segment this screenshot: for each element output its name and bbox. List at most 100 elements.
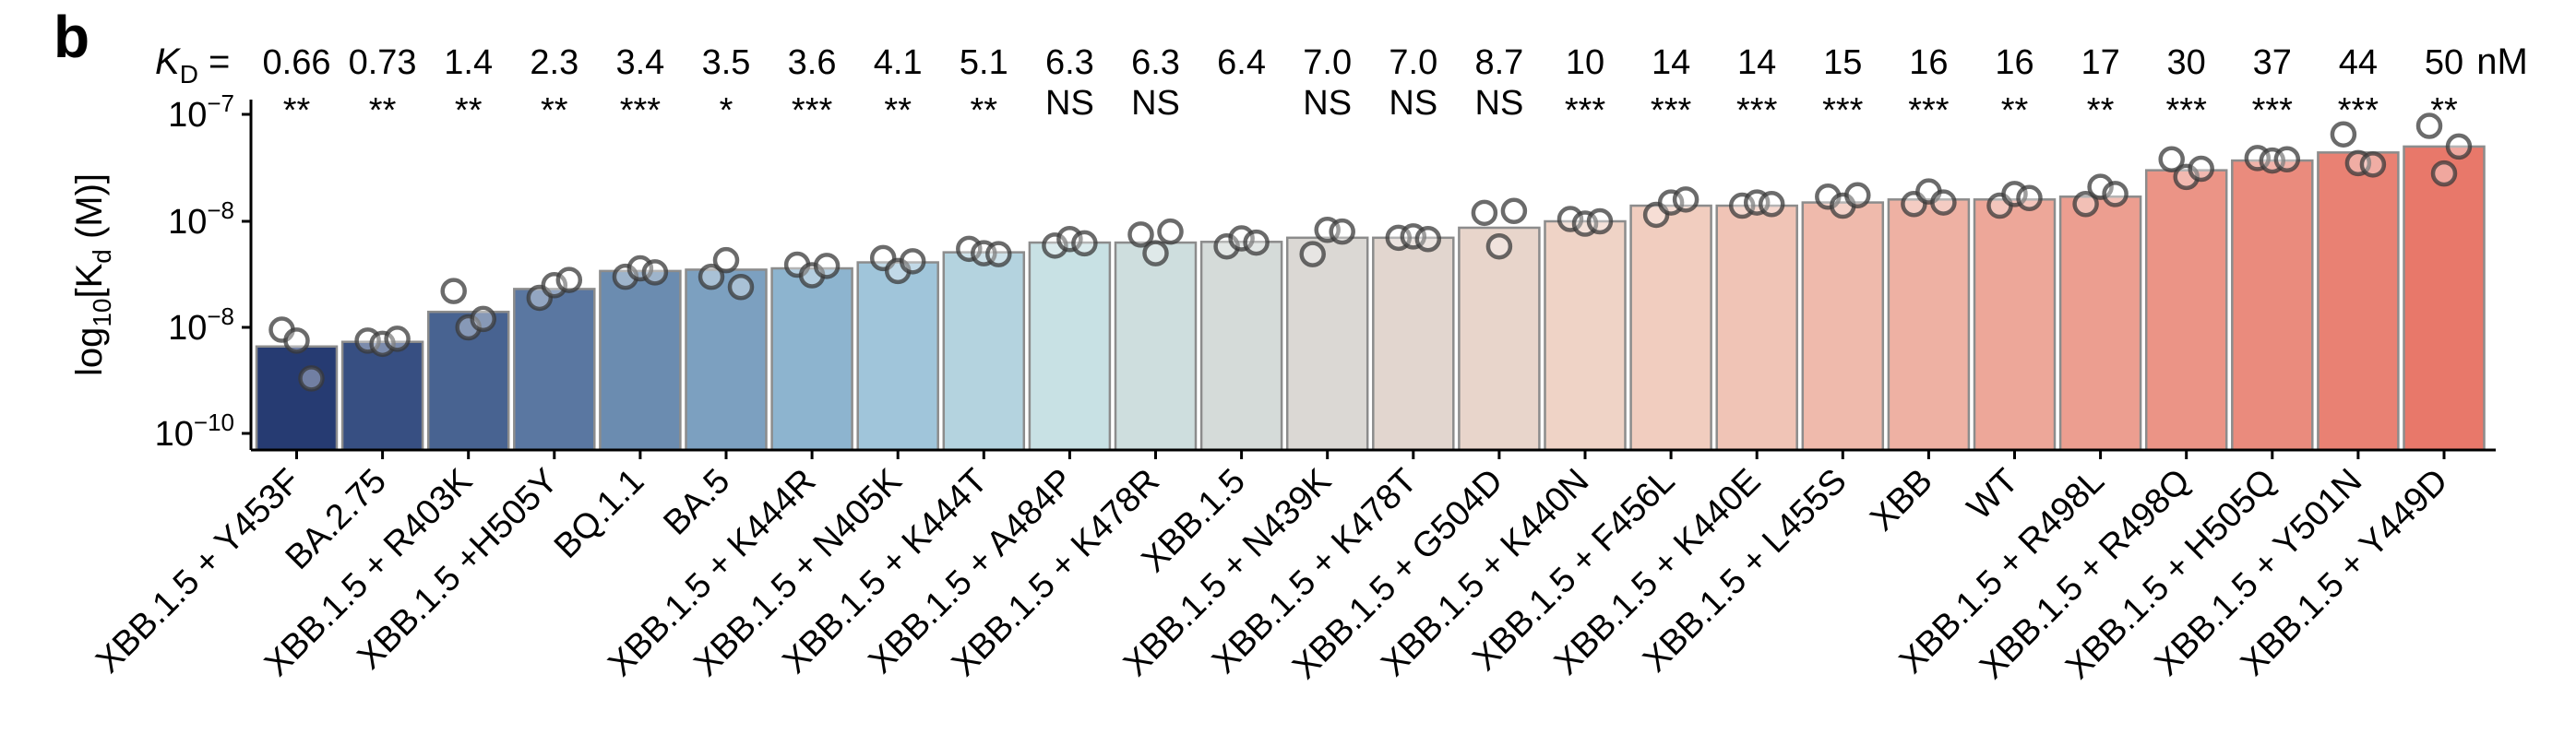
replicate-point: [641, 259, 669, 286]
significance-label: ***: [2166, 91, 2208, 130]
replicate-point: [698, 263, 725, 290]
significance-label: ***: [620, 91, 662, 130]
bar: [340, 340, 424, 452]
significance-label: NS: [1131, 84, 1180, 123]
significance-label: **: [971, 91, 998, 130]
kd-value: 3.5: [702, 43, 751, 82]
panel-label: b: [54, 4, 89, 70]
replicate-point: [1414, 226, 1442, 253]
kd-header-label: KD =: [155, 41, 230, 89]
kd-value: 15: [1823, 43, 1862, 82]
kd-value: 0.66: [263, 43, 331, 82]
replicate-point: [555, 266, 583, 293]
replicate-point: [1500, 197, 1528, 225]
bar: [1028, 241, 1112, 452]
bar: [2231, 159, 2314, 452]
kd-value: 3.6: [788, 43, 837, 82]
bar: [1458, 226, 1541, 452]
kd-value: 30: [2167, 43, 2206, 82]
bar: [770, 266, 853, 452]
kd-header-equals: =: [198, 41, 230, 82]
replicate-point: [2158, 146, 2185, 172]
replicate-point: [2445, 133, 2473, 160]
kd-value: 8.7: [1474, 43, 1523, 82]
bar: [1199, 241, 1283, 452]
significance-label: ***: [1736, 91, 1778, 130]
bar: [1285, 236, 1369, 452]
significance-label: **: [884, 91, 912, 130]
y-tick-label: 10−8: [168, 196, 234, 242]
replicate-point: [2430, 160, 2458, 187]
replicate-point: [2072, 191, 2099, 218]
kd-value: 16: [1909, 43, 1948, 82]
kd-unit: nM: [2476, 41, 2528, 82]
bar: [1715, 204, 1798, 452]
replicate-point: [1844, 182, 1871, 209]
significance-label: NS: [1389, 84, 1437, 123]
kd-value: 37: [2253, 43, 2292, 82]
kd-value: 4.1: [874, 43, 923, 82]
x-tick-label: BQ.1.1: [547, 462, 651, 566]
replicate-point: [2359, 151, 2387, 178]
kd-value: 3.4: [615, 43, 664, 82]
bars: [255, 145, 2486, 452]
kd-value: 6.3: [1045, 43, 1094, 82]
replicate-point: [1672, 186, 1699, 213]
significance-label: *: [720, 91, 733, 130]
bar: [1801, 201, 1885, 452]
bar: [1372, 236, 1455, 452]
replicate-point: [1485, 232, 1513, 260]
replicate-point: [440, 278, 467, 304]
significance-label: ***: [1565, 91, 1606, 130]
replicate-point: [298, 365, 325, 392]
bar: [1973, 198, 2057, 452]
replicate-point: [1329, 218, 1355, 245]
x-tick-label: XBB: [1863, 462, 1939, 539]
y-axis-label: log10[Kd (M)]: [69, 173, 116, 376]
bar: [1114, 241, 1198, 452]
y-tick-label: 10−8: [168, 302, 234, 348]
replicate-point: [2188, 155, 2214, 183]
kd-value: 14: [1652, 43, 1690, 82]
significance-label: ***: [792, 91, 833, 130]
kd-value-labels: 0.66 0.73 1.4 2.3 3.4 3.5 3.6 4.1 5.1 6.3 6.3 6.4 7.…: [263, 43, 2464, 82]
replicate-point: [712, 246, 740, 274]
replicate-point: [899, 248, 926, 275]
replicate-point: [283, 327, 310, 354]
bar: [2317, 151, 2400, 452]
kd-value: 10: [1566, 43, 1604, 82]
kd-value: 2.3: [530, 43, 578, 82]
replicate-point: [2273, 146, 2301, 172]
ylabel-prefix: log: [69, 327, 110, 376]
kd-value: 6.3: [1131, 43, 1180, 82]
y-tick-label: 10−7: [168, 89, 234, 135]
replicate-point: [1586, 207, 1614, 235]
kd-value: 50: [2425, 43, 2463, 82]
replicate-point: [2016, 184, 2043, 212]
significance-labels: ** ** ** ** *** * *** ** ** NS NS NS NS NS *** *** *** **…: [283, 84, 2458, 130]
bar: [685, 268, 768, 452]
ylabel-sub2: d: [88, 249, 116, 264]
y-tick-label: 10−10: [155, 408, 234, 454]
replicate-point: [2330, 121, 2357, 148]
bar: [426, 310, 510, 452]
significance-label: NS: [1475, 84, 1524, 123]
replicate-points: [268, 112, 2473, 392]
replicate-point: [1471, 199, 1498, 227]
replicate-point: [470, 305, 496, 333]
kd-value: 5.1: [960, 43, 1008, 82]
y-ticks: 10−10 10−8 10−8 10−7: [155, 89, 251, 454]
y-axis: 10−10 10−8 10−8 10−7 log10[Kd (M)]: [69, 89, 253, 454]
replicate-point: [2102, 181, 2129, 207]
replicate-point: [1758, 191, 1785, 218]
bar: [856, 261, 939, 452]
bar: [513, 288, 596, 452]
significance-label: ***: [1908, 91, 1950, 130]
significance-label: ***: [2252, 91, 2294, 130]
kd-header-symbol: K: [155, 41, 182, 82]
significance-label: **: [2001, 91, 2029, 130]
bar: [2144, 169, 2228, 452]
significance-label: NS: [1045, 84, 1094, 123]
significance-label: ***: [1651, 91, 1692, 130]
